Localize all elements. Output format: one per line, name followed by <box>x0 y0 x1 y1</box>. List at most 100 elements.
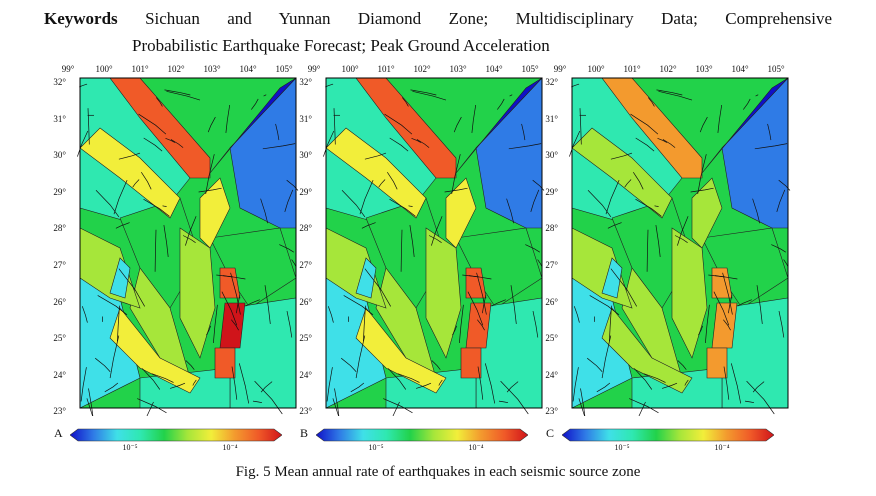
fault-line <box>646 229 649 272</box>
fault-line <box>410 89 437 96</box>
fault-line <box>629 398 659 414</box>
fault-line <box>238 363 250 404</box>
fault-line <box>506 381 519 393</box>
fault-line <box>684 379 689 386</box>
fault-line <box>132 179 140 188</box>
fault-line <box>137 398 167 414</box>
fault-line <box>359 179 374 215</box>
fault-line <box>88 388 94 416</box>
fault-line <box>655 225 661 257</box>
lat-label: 28° <box>545 223 558 234</box>
fault-line <box>530 189 540 213</box>
lon-label: 104° <box>485 64 503 74</box>
lat-label: 23° <box>299 406 312 417</box>
colorbar-gradient <box>316 428 528 442</box>
colorbar-c: C 10⁻⁵ 10⁻⁴ <box>546 426 786 466</box>
fault-line <box>206 325 212 336</box>
lat-label: 24° <box>545 369 558 380</box>
source-zone <box>445 177 477 249</box>
keywords-line-2: Probabilistic Earthquake Forecast; Peak … <box>132 36 550 55</box>
fault-line <box>384 113 413 135</box>
fault-line <box>225 104 231 133</box>
fault-line <box>416 139 430 148</box>
fault-line <box>165 137 176 143</box>
fault-line <box>343 295 374 316</box>
colorbar-tick-label: 10⁻⁵ <box>614 443 630 452</box>
fault-line <box>467 291 484 326</box>
fault-line <box>743 98 751 110</box>
colorbar-tick-label: 10⁻⁴ <box>468 443 484 452</box>
fault-line <box>387 172 398 190</box>
fault-line <box>717 104 723 133</box>
lat-label: 24° <box>299 369 312 380</box>
fault-line <box>690 187 714 193</box>
fault-line <box>477 366 484 400</box>
lon-label: 99° <box>307 64 321 74</box>
map-panel-c: 99° 100° 101° 102° 103° 104° 105° 32° 31° 30° 29° 2… <box>545 64 800 444</box>
lon-label: 102° <box>167 64 185 74</box>
colorbar-tick-label: 10⁻⁴ <box>222 443 238 452</box>
fault-line <box>755 94 759 97</box>
fault-line <box>378 179 386 188</box>
source-zone <box>601 257 623 299</box>
fault-line <box>117 305 120 342</box>
fault-line <box>728 295 733 314</box>
fault-line <box>163 225 169 257</box>
lat-label: 30° <box>545 150 558 161</box>
high-rate-zone <box>460 347 482 379</box>
fault-line <box>579 108 582 145</box>
fault-line <box>169 382 186 389</box>
lat-label: 30° <box>299 150 312 161</box>
lat-label: 32° <box>545 77 558 87</box>
fault-line <box>97 295 128 316</box>
fault-line <box>95 190 120 218</box>
fault-line <box>263 94 267 97</box>
lat-label: 31° <box>545 113 558 124</box>
fault-line <box>532 179 545 191</box>
fault-line <box>752 381 765 393</box>
fault-line <box>532 311 539 338</box>
fault-line <box>537 259 543 267</box>
fault-line <box>589 295 620 316</box>
fault-line <box>610 152 633 160</box>
fault-line <box>164 89 191 96</box>
fault-line <box>355 335 366 379</box>
fault-line <box>521 123 526 141</box>
keywords-text-1: Sichuan and Yunnan Diamond Zone; Multidi… <box>145 9 832 28</box>
fault-line <box>699 116 708 133</box>
fault-line <box>260 381 273 393</box>
lon-label: 101° <box>377 64 395 74</box>
lon-label: 103° <box>695 64 713 74</box>
fault-line <box>154 229 157 272</box>
fault-line <box>291 259 297 267</box>
fault-line <box>578 398 585 416</box>
lon-label: 104° <box>239 64 257 74</box>
keywords-line-1: Keywords Sichuan and Yunnan Diamond Zone… <box>44 6 832 32</box>
fault-line <box>778 311 785 338</box>
seismic-zone-map <box>323 77 545 416</box>
fault-line <box>185 216 197 246</box>
fault-line <box>713 291 730 326</box>
fault-line <box>438 379 443 386</box>
fault-line <box>143 198 170 217</box>
fault-line <box>630 113 659 135</box>
fault-line <box>708 274 738 280</box>
lon-label: 99° <box>553 64 567 74</box>
lon-label: 100° <box>95 64 113 74</box>
lon-label: 100° <box>587 64 605 74</box>
fault-line <box>572 367 579 402</box>
fault-line <box>658 90 693 101</box>
fault-line <box>143 137 163 152</box>
fault-line <box>361 222 376 229</box>
lon-label: 104° <box>731 64 749 74</box>
colorbar-tick-label: 10⁻⁵ <box>122 443 138 452</box>
fault-line <box>402 97 409 107</box>
fault-line <box>323 130 335 157</box>
lat-label: 25° <box>299 333 312 344</box>
lat-label: 29° <box>299 186 312 197</box>
fault-line <box>573 306 580 323</box>
lat-label: 26° <box>299 296 312 307</box>
lat-label: 26° <box>53 296 66 307</box>
map-panel-b: 99° 100° 101° 102° 103° 104° 105° 32° 31° 30° 29° 2… <box>299 64 554 444</box>
lat-label: 23° <box>53 406 66 417</box>
